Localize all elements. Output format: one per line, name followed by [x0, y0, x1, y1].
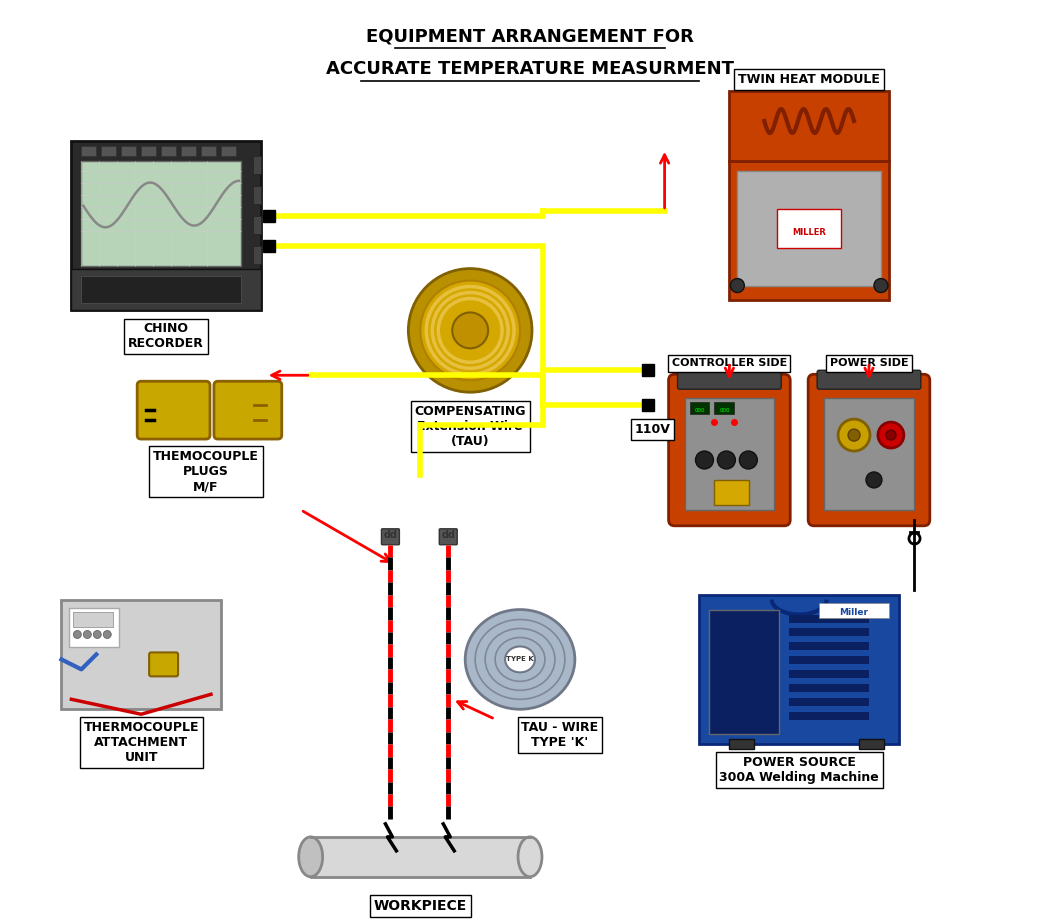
FancyBboxPatch shape [121, 146, 137, 156]
FancyBboxPatch shape [789, 670, 869, 678]
Text: CHINO
RECORDER: CHINO RECORDER [128, 322, 204, 351]
FancyBboxPatch shape [61, 600, 221, 709]
FancyBboxPatch shape [730, 739, 754, 749]
Circle shape [878, 422, 904, 448]
Circle shape [409, 269, 532, 392]
Ellipse shape [465, 609, 575, 709]
Circle shape [838, 419, 870, 451]
Ellipse shape [505, 646, 535, 672]
FancyBboxPatch shape [253, 216, 261, 234]
FancyBboxPatch shape [818, 370, 921, 390]
FancyBboxPatch shape [149, 653, 178, 677]
Text: 110V: 110V [634, 423, 670, 436]
FancyBboxPatch shape [310, 837, 530, 877]
FancyBboxPatch shape [689, 402, 710, 414]
Text: dd: dd [442, 530, 455, 540]
Circle shape [731, 279, 744, 293]
Circle shape [739, 451, 757, 469]
FancyBboxPatch shape [71, 141, 261, 310]
FancyBboxPatch shape [102, 146, 116, 156]
FancyBboxPatch shape [221, 146, 236, 156]
FancyBboxPatch shape [777, 209, 841, 247]
FancyBboxPatch shape [789, 684, 869, 692]
Circle shape [73, 630, 82, 639]
FancyBboxPatch shape [789, 713, 869, 720]
FancyBboxPatch shape [730, 161, 889, 301]
Text: THEMOCOUPLE
PLUGS
M/F: THEMOCOUPLE PLUGS M/F [154, 450, 258, 493]
Circle shape [84, 630, 91, 639]
FancyBboxPatch shape [214, 381, 282, 439]
FancyBboxPatch shape [789, 699, 869, 706]
FancyBboxPatch shape [789, 656, 869, 665]
Text: WORKPIECE: WORKPIECE [374, 899, 467, 913]
FancyBboxPatch shape [684, 398, 774, 509]
FancyBboxPatch shape [700, 594, 899, 744]
FancyBboxPatch shape [737, 171, 881, 285]
Text: EQUIPMENT ARRANGEMENT FOR: EQUIPMENT ARRANGEMENT FOR [366, 28, 694, 45]
Text: CONTROLLER SIDE: CONTROLLER SIDE [671, 358, 787, 368]
Text: THERMOCOUPLE
ATTACHMENT
UNIT: THERMOCOUPLE ATTACHMENT UNIT [84, 721, 199, 764]
Text: Miller: Miller [840, 608, 868, 617]
Circle shape [866, 472, 882, 488]
Circle shape [420, 281, 520, 380]
Text: 000: 000 [719, 408, 730, 413]
FancyBboxPatch shape [710, 609, 779, 734]
FancyBboxPatch shape [253, 186, 261, 204]
Text: POWER SIDE: POWER SIDE [829, 358, 909, 368]
Circle shape [93, 630, 102, 639]
FancyBboxPatch shape [668, 374, 790, 526]
Circle shape [696, 451, 714, 469]
Circle shape [874, 279, 887, 293]
Circle shape [717, 451, 735, 469]
FancyBboxPatch shape [253, 246, 261, 264]
FancyBboxPatch shape [789, 615, 869, 622]
FancyBboxPatch shape [381, 529, 399, 545]
Text: TAU - WIRE
TYPE 'K': TAU - WIRE TYPE 'K' [521, 721, 598, 749]
FancyBboxPatch shape [859, 739, 884, 749]
FancyBboxPatch shape [82, 146, 96, 156]
FancyBboxPatch shape [730, 91, 889, 161]
FancyBboxPatch shape [824, 398, 914, 509]
Circle shape [886, 430, 896, 440]
FancyBboxPatch shape [181, 146, 196, 156]
Text: COMPENSATING
Extension Wire
(TAU): COMPENSATING Extension Wire (TAU) [414, 405, 526, 449]
FancyBboxPatch shape [82, 161, 240, 266]
FancyBboxPatch shape [82, 276, 240, 304]
Text: TWIN HEAT MODULE: TWIN HEAT MODULE [738, 73, 880, 86]
FancyBboxPatch shape [789, 629, 869, 637]
Text: ACCURATE TEMPERATURE MEASURMENT: ACCURATE TEMPERATURE MEASURMENT [326, 60, 734, 78]
Text: TYPE K: TYPE K [506, 656, 534, 663]
FancyBboxPatch shape [70, 607, 120, 647]
FancyBboxPatch shape [141, 146, 156, 156]
FancyBboxPatch shape [678, 370, 782, 390]
FancyBboxPatch shape [201, 146, 216, 156]
Text: 000: 000 [695, 408, 704, 413]
FancyBboxPatch shape [439, 529, 457, 545]
Ellipse shape [299, 837, 323, 877]
FancyBboxPatch shape [138, 381, 210, 439]
FancyBboxPatch shape [161, 146, 176, 156]
Circle shape [104, 630, 111, 639]
Text: POWER SOURCE
300A Welding Machine: POWER SOURCE 300A Welding Machine [719, 756, 879, 785]
Text: dd: dd [383, 530, 397, 540]
FancyBboxPatch shape [808, 374, 930, 526]
FancyBboxPatch shape [715, 480, 750, 505]
FancyBboxPatch shape [819, 603, 889, 617]
Text: MILLER: MILLER [792, 228, 826, 237]
FancyBboxPatch shape [71, 269, 261, 310]
Circle shape [452, 313, 488, 348]
FancyBboxPatch shape [253, 156, 261, 174]
FancyBboxPatch shape [715, 402, 734, 414]
Circle shape [848, 429, 860, 441]
FancyBboxPatch shape [789, 642, 869, 651]
FancyBboxPatch shape [73, 612, 113, 627]
Ellipse shape [518, 837, 542, 877]
